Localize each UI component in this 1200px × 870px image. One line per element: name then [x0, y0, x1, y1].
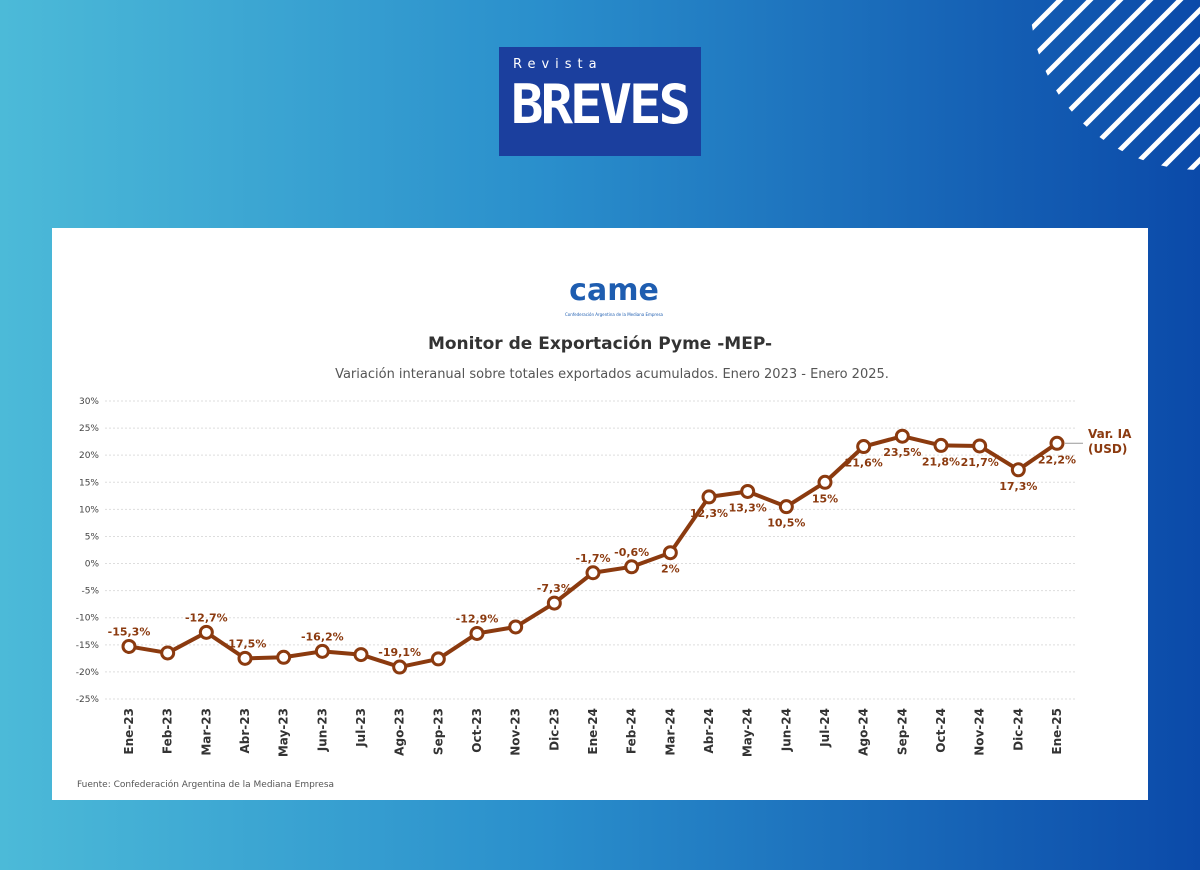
point-marker	[469, 625, 485, 641]
data-label: -12,7%	[185, 611, 228, 624]
y-tick-label: 10%	[79, 505, 99, 515]
x-tick-label: Dic-23	[547, 708, 561, 751]
y-tick-label: 15%	[79, 478, 99, 488]
x-tick-label: Ene-24	[586, 708, 600, 755]
x-tick-label: Ene-23	[122, 708, 136, 755]
data-label: 10,5%	[767, 517, 805, 530]
data-label: 21,7%	[961, 456, 999, 469]
point-marker	[430, 651, 446, 667]
source-note: Fuente: Confederación Argentina de la Me…	[77, 779, 334, 790]
point-marker	[546, 595, 562, 611]
x-tick-label: Jul-24	[818, 708, 832, 748]
x-tick-label: Jun-23	[315, 708, 329, 752]
y-tick-label: -15%	[76, 641, 100, 651]
data-label: 21,8%	[922, 455, 960, 468]
x-tick-label: Ago-23	[393, 708, 407, 756]
x-tick-label: Abr-24	[702, 708, 716, 753]
data-label: 2%	[661, 563, 680, 576]
x-tick-label: Jul-23	[354, 708, 368, 748]
data-label: -12,9%	[456, 612, 499, 625]
x-tick-label: Sep-23	[431, 708, 445, 755]
point-marker	[1010, 462, 1026, 478]
y-tick-label: -20%	[76, 668, 100, 678]
point-marker	[508, 619, 524, 635]
point-marker	[894, 428, 910, 444]
data-label: 12,3%	[690, 507, 728, 520]
point-marker	[160, 645, 176, 661]
x-tick-label: Ene-25	[1050, 708, 1064, 755]
point-marker	[972, 438, 988, 454]
x-tick-label: May-24	[741, 708, 755, 757]
data-label: -17,5%	[224, 637, 267, 650]
y-tick-label: 0%	[85, 560, 100, 570]
brand-name: BREVES	[511, 73, 691, 136]
x-tick-label: Mar-24	[663, 708, 677, 756]
y-tick-label: 5%	[85, 532, 100, 542]
brand-logo: Revista BREVES	[499, 47, 701, 156]
stripe-decoration	[1030, 0, 1200, 170]
point-marker	[933, 437, 949, 453]
x-tick-label: May-23	[277, 708, 291, 757]
x-tick-label: Feb-24	[625, 708, 639, 754]
point-marker	[817, 474, 833, 490]
x-tick-label: Abr-23	[238, 708, 252, 753]
point-marker	[585, 565, 601, 581]
data-label: 22,2%	[1038, 453, 1076, 466]
data-label: 17,3%	[999, 480, 1037, 493]
point-marker	[353, 647, 369, 663]
source-logo-caption: Confederación Argentina de la Mediana Em…	[565, 312, 664, 317]
data-label: 21,6%	[845, 457, 883, 470]
y-tick-label: 20%	[79, 451, 99, 461]
x-tick-label: Nov-23	[509, 708, 523, 756]
data-label: 23,5%	[883, 446, 921, 459]
y-tick-label: 25%	[79, 424, 99, 434]
point-marker	[198, 624, 214, 640]
x-tick-label: Jun-24	[779, 708, 793, 752]
data-label: -16,2%	[301, 630, 344, 643]
data-label: 15%	[812, 492, 838, 505]
data-label: -7,3%	[537, 582, 572, 595]
point-marker	[778, 499, 794, 515]
point-marker	[701, 489, 717, 505]
point-marker	[314, 643, 330, 659]
x-tick-label: Sep-24	[895, 708, 909, 755]
y-tick-label: -25%	[76, 695, 100, 705]
chart-subtitle: Variación interanual sobre totales expor…	[335, 367, 889, 382]
x-tick-label: Ago-24	[857, 708, 871, 756]
point-marker	[276, 649, 292, 665]
point-marker	[237, 650, 253, 666]
brand-kicker: Revista	[513, 57, 603, 72]
x-tick-label: Feb-23	[161, 708, 175, 754]
x-tick-label: Dic-24	[1011, 708, 1025, 751]
y-tick-label: 30%	[79, 397, 99, 407]
point-marker	[392, 659, 408, 675]
data-label: -15,3%	[108, 625, 151, 638]
point-marker	[662, 545, 678, 561]
source-logo: came	[569, 273, 659, 308]
point-marker	[1049, 435, 1065, 451]
data-label: -19,1%	[378, 646, 421, 659]
data-label: 13,3%	[729, 501, 767, 514]
chart-title: Monitor de Exportación Pyme -MEP-	[428, 334, 772, 354]
chart-card	[52, 228, 1148, 800]
x-tick-label: Oct-24	[934, 708, 948, 753]
y-tick-label: -10%	[76, 614, 100, 624]
y-tick-label: -5%	[81, 587, 99, 597]
data-label: -1,7%	[575, 552, 610, 565]
point-marker	[121, 638, 137, 654]
series-label: Var. IA (USD)	[1088, 427, 1132, 456]
x-tick-label: Mar-23	[199, 708, 213, 756]
point-marker	[624, 559, 640, 575]
x-tick-label: Oct-23	[470, 708, 484, 753]
x-tick-label: Nov-24	[973, 708, 987, 756]
data-label: -0,6%	[614, 546, 649, 559]
point-marker	[856, 439, 872, 455]
point-marker	[740, 483, 756, 499]
